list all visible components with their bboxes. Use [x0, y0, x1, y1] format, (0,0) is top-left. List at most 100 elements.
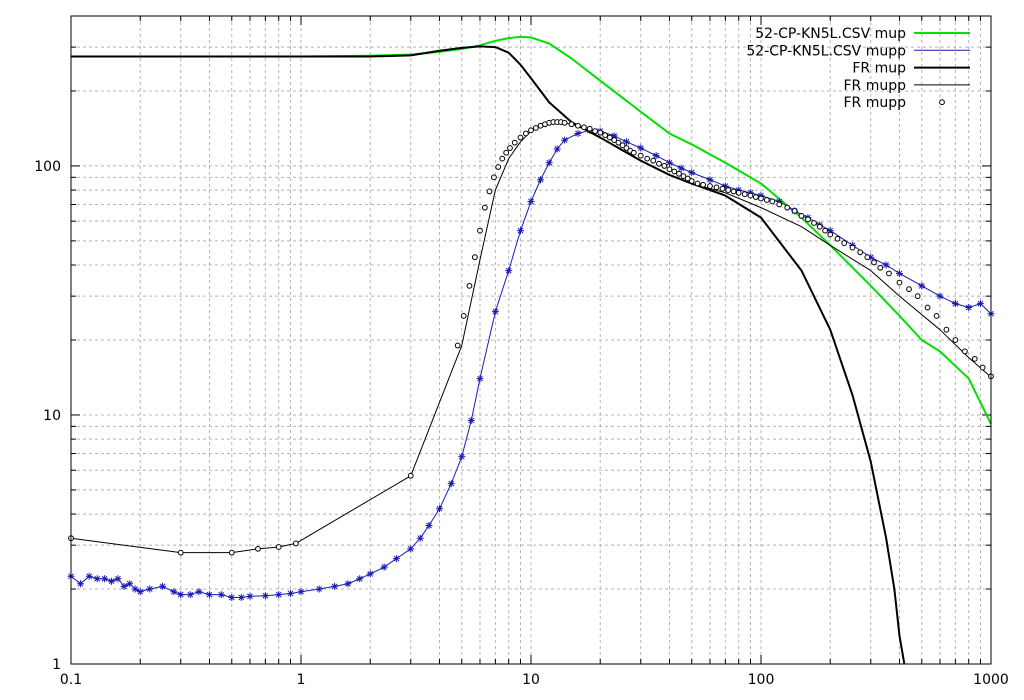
data-point — [775, 197, 783, 205]
data-point — [460, 312, 467, 319]
data-point — [826, 227, 834, 235]
data-point — [356, 575, 364, 583]
data-point — [93, 575, 101, 583]
data-point — [495, 164, 502, 170]
data-point — [769, 198, 776, 205]
data-point — [228, 593, 236, 601]
data-point — [784, 204, 791, 211]
data-point — [688, 169, 696, 177]
data-point — [101, 575, 109, 583]
data-point — [392, 555, 400, 563]
data-point — [805, 216, 811, 223]
legend-label: 52-CP-KN5L.CSV mup — [755, 26, 906, 42]
data-point — [177, 549, 184, 556]
data-point — [895, 269, 903, 277]
data-point — [610, 132, 618, 140]
data-point — [677, 164, 685, 172]
data-point — [918, 282, 926, 290]
data-point — [688, 178, 695, 184]
data-point — [471, 254, 478, 261]
data-point — [522, 130, 529, 137]
data-point — [170, 588, 178, 596]
data-point — [592, 128, 599, 134]
data-point — [425, 521, 433, 529]
data-point — [665, 159, 673, 167]
data-point — [758, 195, 764, 202]
data-point — [936, 292, 944, 300]
data-point — [747, 192, 754, 199]
data-point — [735, 189, 742, 196]
legend-label: 52-CP-KN5L.CSV mupp — [746, 43, 906, 59]
data-point — [511, 139, 518, 146]
data-point — [652, 152, 660, 160]
data-point — [553, 145, 561, 153]
plot-frame — [70, 15, 992, 665]
data-point — [477, 227, 483, 234]
data-point — [255, 545, 261, 552]
data-point — [906, 286, 912, 293]
data-point — [622, 138, 630, 146]
data-point — [505, 267, 513, 275]
data-point — [841, 240, 848, 246]
data-point — [713, 184, 720, 191]
data-point — [517, 134, 524, 141]
data-point — [177, 591, 185, 599]
data-point — [857, 249, 864, 256]
data-point — [719, 185, 726, 192]
data-point — [297, 588, 305, 596]
data-point — [491, 174, 497, 181]
y-tick-label: 1 — [52, 657, 61, 673]
data-point — [951, 300, 959, 308]
data-point — [896, 279, 903, 286]
data-point — [545, 159, 553, 167]
x-tick-label: 0.1 — [60, 672, 82, 688]
data-point — [725, 187, 732, 193]
data-point — [315, 585, 323, 593]
data-point — [976, 300, 984, 308]
data-point — [961, 348, 968, 355]
y-tick-label: 10 — [43, 408, 61, 424]
data-point — [619, 142, 626, 149]
data-point — [574, 129, 582, 137]
data-point — [971, 355, 978, 362]
data-point — [507, 145, 513, 151]
data-point — [730, 188, 737, 195]
data-point — [499, 155, 506, 162]
data-point — [666, 166, 673, 173]
data-point — [568, 121, 575, 128]
data-point — [435, 505, 443, 513]
data-point — [575, 122, 581, 129]
data-point — [136, 588, 144, 596]
data-point — [721, 182, 729, 190]
data-point — [661, 163, 668, 169]
data-point — [344, 580, 352, 588]
data-point — [886, 270, 892, 277]
data-point — [637, 152, 644, 159]
data-point — [516, 227, 524, 235]
data-point — [407, 472, 414, 479]
y-tick-label: 100 — [34, 159, 61, 175]
data-point — [933, 312, 940, 319]
data-point — [246, 592, 254, 600]
data-point — [537, 176, 545, 184]
data-point — [195, 588, 203, 596]
data-point — [292, 540, 299, 547]
data-point — [275, 591, 283, 599]
x-tick-label: 10 — [522, 672, 540, 688]
data-point — [126, 580, 134, 588]
data-point — [834, 235, 841, 242]
data-point — [237, 593, 245, 601]
data-point — [481, 204, 488, 211]
data-point — [914, 293, 921, 300]
data-point — [656, 160, 662, 167]
data-point — [798, 213, 805, 219]
data-point — [159, 582, 167, 590]
series-layer — [67, 35, 995, 665]
data-point — [637, 144, 645, 152]
data-point — [676, 170, 682, 177]
data-point — [943, 326, 950, 333]
data-point — [527, 197, 535, 205]
